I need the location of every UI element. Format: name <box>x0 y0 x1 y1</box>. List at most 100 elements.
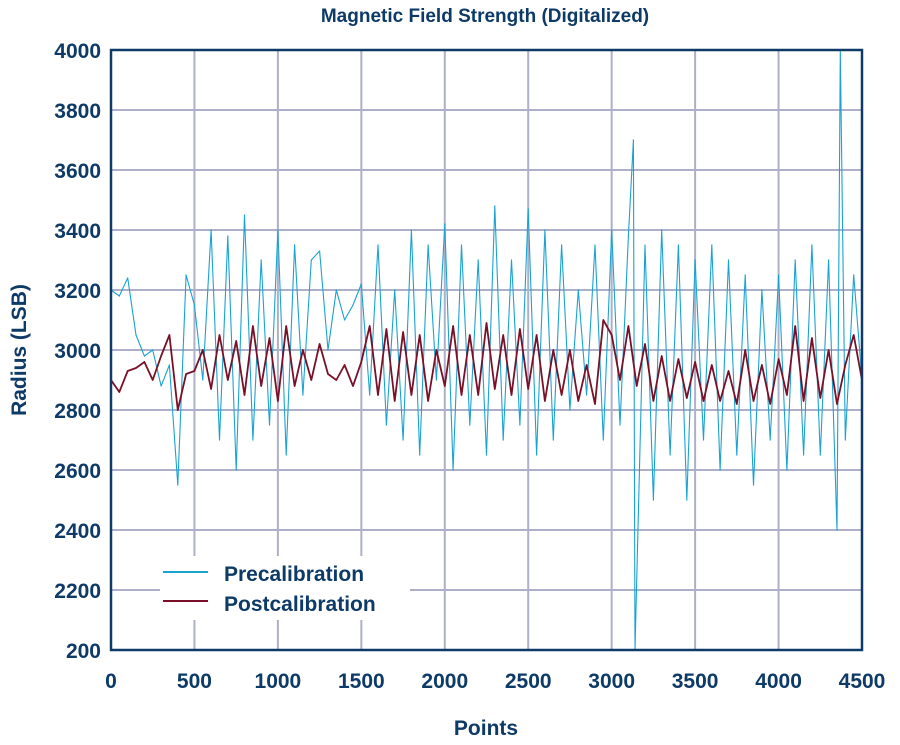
data-point-postcalibration <box>853 334 855 336</box>
data-point-postcalibration <box>702 400 705 402</box>
data-point-postcalibration <box>394 400 396 402</box>
data-point-precalibration <box>469 424 471 426</box>
data-point-postcalibration <box>352 385 354 387</box>
data-point-postcalibration <box>185 373 187 375</box>
data-point-precalibration <box>569 409 571 411</box>
data-point-precalibration <box>602 439 604 441</box>
data-point-postcalibration <box>711 364 713 366</box>
x-tick-label: 3500 <box>672 670 719 693</box>
data-point-precalibration <box>285 454 287 456</box>
data-point-postcalibration <box>452 325 454 327</box>
data-point-postcalibration <box>494 388 496 390</box>
data-point-postcalibration <box>561 394 563 396</box>
data-point-precalibration <box>794 259 796 261</box>
y-tick-label: 3600 <box>54 160 101 183</box>
data-point-postcalibration <box>360 361 362 363</box>
data-point-precalibration <box>210 229 212 231</box>
data-point-precalibration <box>118 295 120 297</box>
y-axis-label: Radius (LSB) <box>8 284 31 416</box>
data-point-precalibration <box>686 499 688 501</box>
data-point-postcalibration <box>202 349 204 351</box>
data-point-postcalibration <box>227 379 229 381</box>
data-point-precalibration <box>677 244 680 246</box>
data-point-postcalibration <box>127 370 129 372</box>
data-point-precalibration <box>594 244 596 246</box>
series-layer <box>110 49 863 651</box>
data-point-precalibration <box>632 139 634 141</box>
data-point-postcalibration <box>385 328 387 330</box>
data-point-postcalibration <box>627 325 629 327</box>
data-point-precalibration <box>510 259 513 261</box>
data-point-precalibration <box>293 244 296 246</box>
data-point-postcalibration <box>677 358 680 360</box>
data-point-postcalibration <box>310 379 312 381</box>
data-point-postcalibration <box>544 400 546 402</box>
data-point-postcalibration <box>510 394 513 396</box>
data-point-precalibration <box>402 439 404 441</box>
data-point-postcalibration <box>243 394 246 396</box>
data-point-precalibration <box>193 304 196 306</box>
chart-title: Magnetic Field Strength (Digitalized) <box>321 6 649 27</box>
legend-label-precalibration: Precalibration <box>224 563 364 586</box>
data-point-postcalibration <box>644 343 646 345</box>
x-tick-label: 1500 <box>338 670 385 693</box>
data-point-precalibration <box>661 229 663 231</box>
data-point-postcalibration <box>402 331 404 333</box>
data-point-postcalibration <box>686 397 688 399</box>
data-point-precalibration <box>327 349 329 351</box>
y-tick-label: 2200 <box>54 580 101 603</box>
data-point-precalibration <box>452 469 454 471</box>
data-point-precalibration <box>786 469 788 471</box>
data-point-precalibration <box>235 469 237 471</box>
data-point-precalibration <box>577 289 579 291</box>
legend-label-postcalibration: Postcalibration <box>224 593 376 616</box>
data-point-precalibration <box>152 349 154 351</box>
data-point-precalibration <box>160 385 162 387</box>
data-point-precalibration <box>277 229 279 231</box>
data-point-precalibration <box>752 484 755 486</box>
x-tick-label: 4000 <box>755 670 802 693</box>
data-point-precalibration <box>143 355 145 357</box>
data-point-postcalibration <box>193 370 196 372</box>
data-point-precalibration <box>369 394 371 396</box>
data-point-precalibration <box>777 274 780 276</box>
data-point-precalibration <box>527 208 529 210</box>
data-point-precalibration <box>352 304 354 306</box>
data-point-precalibration <box>227 235 229 237</box>
data-point-precalibration <box>719 469 721 471</box>
data-point-postcalibration <box>519 328 521 330</box>
data-point-postcalibration <box>168 334 171 336</box>
data-point-postcalibration <box>744 349 746 351</box>
data-point-precalibration <box>335 289 337 291</box>
plot-frame <box>109 48 864 652</box>
data-point-postcalibration <box>586 364 588 366</box>
data-point-postcalibration <box>143 361 145 363</box>
data-point-postcalibration <box>252 325 254 327</box>
y-tick-label: 2400 <box>54 520 101 543</box>
data-point-postcalibration <box>377 394 379 396</box>
data-point-postcalibration <box>335 379 337 381</box>
data-point-postcalibration <box>777 358 780 360</box>
data-point-postcalibration <box>268 337 271 339</box>
data-point-precalibration <box>727 259 730 261</box>
data-point-precalibration <box>744 274 746 276</box>
x-tick-label: 3000 <box>588 670 635 693</box>
data-point-postcalibration <box>736 403 738 405</box>
x-tick-label: 0 <box>105 670 117 693</box>
y-tick-labels: 200 2200 2400 2600 2800 3000 3200 3400 3600 3800 4… <box>54 40 101 663</box>
y-tick-label: 200 <box>66 640 101 663</box>
data-point-postcalibration <box>652 400 654 402</box>
data-point-precalibration <box>268 424 271 426</box>
data-point-precalibration <box>485 454 488 456</box>
data-point-postcalibration <box>761 364 763 366</box>
data-point-postcalibration <box>235 340 237 342</box>
data-point-precalibration <box>811 244 813 246</box>
data-point-precalibration <box>319 250 321 252</box>
data-point-precalibration <box>202 379 204 381</box>
data-point-postcalibration <box>344 364 346 366</box>
data-point-precalibration <box>844 439 846 441</box>
data-point-precalibration <box>410 229 412 231</box>
data-point-precalibration <box>477 259 479 261</box>
data-point-precalibration <box>711 244 713 246</box>
data-point-precalibration <box>260 259 262 261</box>
